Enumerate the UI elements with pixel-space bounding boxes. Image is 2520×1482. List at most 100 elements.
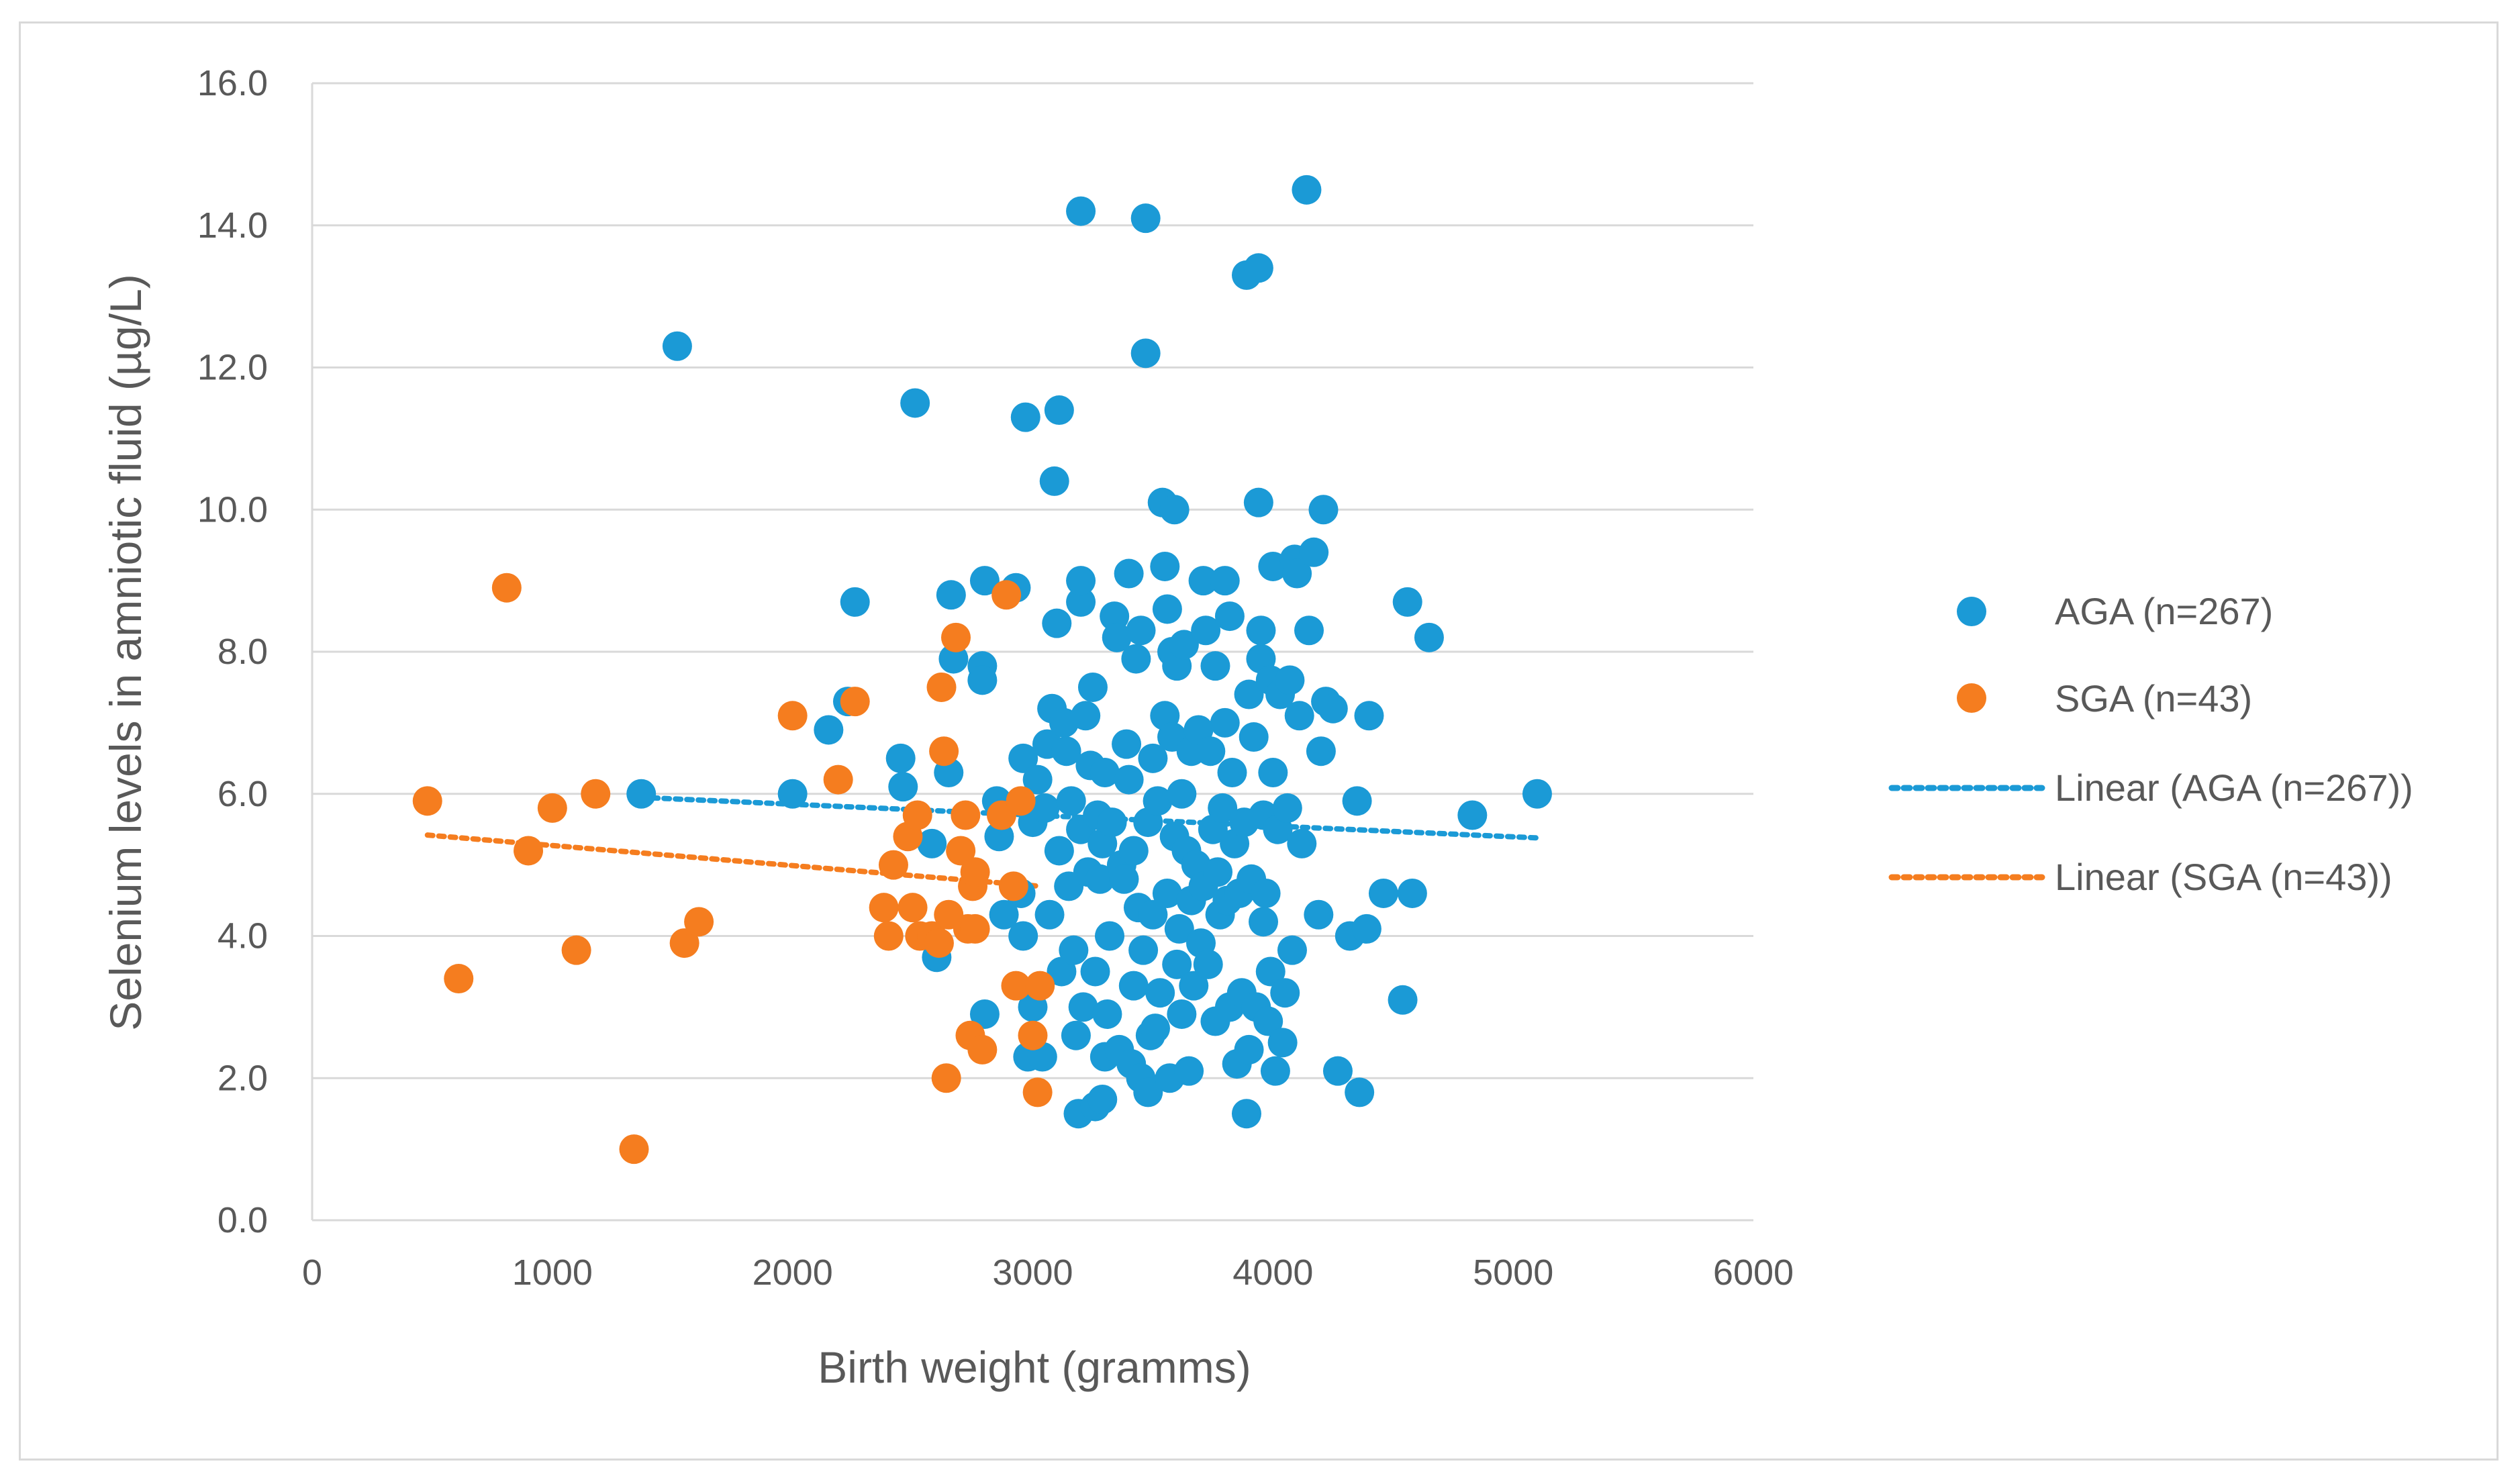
sga-point — [581, 779, 611, 809]
aga-point — [1044, 395, 1074, 426]
aga-point — [1255, 956, 1286, 987]
aga-point — [1159, 495, 1190, 525]
aga-point — [1056, 786, 1086, 816]
sga-point — [926, 672, 957, 702]
aga-point — [1089, 757, 1120, 787]
aga-point — [1345, 1077, 1375, 1107]
aga-point — [1210, 707, 1240, 738]
aga-point — [1282, 558, 1312, 589]
aga-point — [1167, 779, 1197, 809]
aga-point — [1246, 615, 1276, 646]
aga-point — [1231, 1099, 1261, 1129]
aga-point — [1121, 644, 1151, 674]
sga-point — [412, 786, 442, 816]
aga-point — [1087, 1085, 1118, 1115]
sga-point — [898, 893, 928, 923]
aga-point — [1196, 736, 1226, 767]
aga-point — [1169, 630, 1199, 660]
aga-point — [1114, 558, 1144, 589]
aga-point — [1306, 736, 1336, 767]
sga-point — [491, 573, 522, 603]
sga-point — [1018, 1020, 1048, 1050]
aga-point — [1243, 487, 1273, 517]
aga-point — [1167, 999, 1197, 1029]
aga-point — [1308, 495, 1339, 525]
aga-point — [1133, 1077, 1163, 1107]
aga-point — [1162, 949, 1192, 979]
aga-point — [1272, 793, 1302, 823]
sga-point — [619, 1134, 649, 1165]
sga-point — [951, 800, 981, 830]
aga-point — [885, 743, 916, 773]
aga-point — [1270, 978, 1300, 1008]
aga-point — [888, 772, 918, 802]
aga-point — [1267, 1028, 1298, 1058]
aga-point — [1059, 935, 1089, 965]
aga-point — [1092, 999, 1122, 1029]
aga-point — [1039, 466, 1069, 496]
sga-point — [1025, 971, 1055, 1001]
aga-point — [1085, 864, 1115, 894]
aga-point — [1097, 807, 1127, 838]
sga-point — [967, 1034, 998, 1065]
aga-point — [1284, 701, 1314, 731]
aga-point — [1008, 743, 1038, 773]
aga-point — [1061, 1020, 1091, 1050]
aga-point — [917, 828, 947, 858]
sga-point — [878, 850, 908, 880]
y-tick-label: 0.0 — [217, 1200, 268, 1240]
aga-point — [1080, 956, 1110, 987]
sga-point — [960, 857, 990, 887]
sga-point — [960, 913, 990, 944]
x-tick-label: 6000 — [1713, 1252, 1794, 1293]
sga-point — [873, 921, 904, 951]
legend-marker-aga — [1957, 597, 1986, 626]
x-tick-label: 3000 — [992, 1252, 1073, 1293]
aga-point — [1258, 757, 1288, 787]
axes — [311, 83, 1753, 1222]
aga-point — [1351, 913, 1382, 944]
aga-point — [1354, 701, 1384, 731]
aga-point — [1188, 566, 1218, 596]
aga-point — [1191, 615, 1221, 646]
y-axis-ticks: 0.0 2.0 4.0 6.0 8.0 10.0 12.0 14.0 16.0 — [197, 63, 268, 1240]
aga-point — [1066, 587, 1096, 617]
aga-point — [1193, 949, 1223, 979]
aga-point — [1239, 722, 1269, 752]
aga-point — [1260, 1056, 1290, 1086]
data-points — [412, 175, 1552, 1165]
aga-point — [626, 779, 657, 809]
y-tick-label: 16.0 — [197, 63, 268, 103]
aga-point — [1071, 701, 1101, 731]
aga-point — [1042, 608, 1072, 638]
aga-point — [1138, 743, 1168, 773]
aga-point — [1152, 878, 1182, 908]
sga-point — [940, 622, 971, 652]
sga-point — [902, 800, 932, 830]
aga-point — [1414, 622, 1444, 652]
aga-point — [1322, 1056, 1353, 1086]
aga-point — [1304, 899, 1334, 930]
aga-point — [989, 899, 1019, 930]
sga-point — [946, 836, 976, 866]
aga-point — [1138, 899, 1168, 930]
legend-label-sga: SGA (n=43) — [2055, 677, 2252, 720]
aga-point — [1066, 196, 1096, 226]
aga-point — [1299, 537, 1329, 567]
aga-point — [1292, 175, 1322, 205]
aga-point — [1118, 836, 1149, 866]
aga-point — [1208, 793, 1238, 823]
x-tick-label: 0 — [302, 1252, 322, 1293]
aga-point — [1214, 601, 1245, 632]
legend-marker-sga — [1957, 683, 1986, 713]
x-tick-label: 5000 — [1473, 1252, 1553, 1293]
aga-point — [1022, 764, 1053, 795]
x-tick-label: 1000 — [512, 1252, 593, 1293]
aga-point — [840, 587, 870, 617]
sga-point — [931, 1063, 961, 1093]
gridlines — [312, 82, 1753, 1079]
aga-point — [1249, 907, 1279, 937]
aga-point — [1217, 757, 1247, 787]
aga-point — [1179, 971, 1209, 1001]
